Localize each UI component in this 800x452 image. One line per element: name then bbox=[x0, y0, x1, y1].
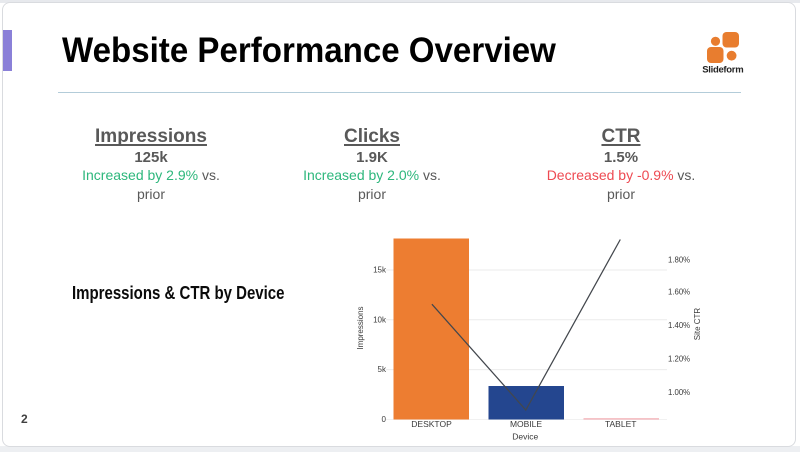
svg-text:5k: 5k bbox=[378, 365, 387, 374]
svg-text:TABLET: TABLET bbox=[605, 419, 637, 429]
svg-text:MOBILE: MOBILE bbox=[510, 419, 542, 429]
svg-text:1.80%: 1.80% bbox=[668, 256, 690, 265]
svg-text:Device: Device bbox=[512, 432, 538, 442]
svg-text:1.20%: 1.20% bbox=[668, 355, 690, 364]
svg-text:Impressions: Impressions bbox=[356, 306, 365, 349]
svg-text:Slideform: Slideform bbox=[702, 65, 743, 76]
svg-text:10k: 10k bbox=[373, 315, 387, 324]
svg-text:1.40%: 1.40% bbox=[668, 321, 690, 330]
svg-text:Site CTR: Site CTR bbox=[693, 308, 702, 341]
svg-text:0: 0 bbox=[382, 415, 387, 424]
svg-text:15k: 15k bbox=[373, 266, 387, 275]
svg-text:1.00%: 1.00% bbox=[668, 388, 690, 397]
svg-text:DESKTOP: DESKTOP bbox=[411, 419, 452, 429]
svg-text:1.60%: 1.60% bbox=[668, 288, 690, 297]
